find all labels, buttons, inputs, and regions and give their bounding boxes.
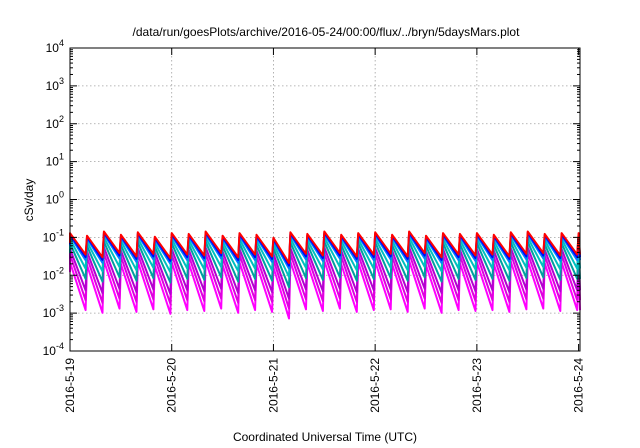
axis-ticks <box>69 47 580 352</box>
chart-title: /data/run/goesPlots/archive/2016-05-24/0… <box>133 25 521 39</box>
x-tick-label: 2016-5-20 <box>165 358 179 413</box>
y-axis-label: cSv/day <box>22 179 36 222</box>
x-tick-label: 2016-5-24 <box>572 358 586 413</box>
series-line <box>69 230 581 264</box>
y-tick-label: 10-2 <box>43 265 64 282</box>
x-tick-labels: 2016-5-19 2016-5-20 2016-5-21 2016-5-22 2016… <box>63 358 586 413</box>
x-tick-label: 2016-5-23 <box>470 358 484 413</box>
y-tick-label: 10-1 <box>43 227 64 244</box>
y-tick-labels: 10-4 10-3 10-2 10-1 100 101 102 103 104 <box>43 38 64 358</box>
y-tick-label: 100 <box>46 190 64 207</box>
y-tick-label: 10-3 <box>43 303 64 320</box>
x-tick-label: 2016-5-21 <box>266 358 280 413</box>
y-tick-label: 103 <box>46 76 64 93</box>
x-tick-label: 2016-5-22 <box>368 358 382 413</box>
x-axis-label: Coordinated Universal Time (UTC) <box>233 430 417 444</box>
series-group <box>69 230 581 320</box>
y-tick-label: 10-4 <box>43 341 64 358</box>
y-tick-label: 102 <box>46 114 64 131</box>
y-tick-label: 101 <box>46 152 64 169</box>
x-tick-label: 2016-5-19 <box>63 358 77 413</box>
y-tick-label: 104 <box>46 38 64 55</box>
